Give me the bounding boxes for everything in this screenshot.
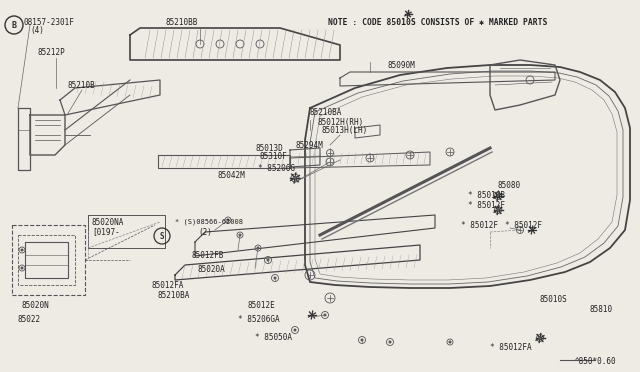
Text: 85010S: 85010S [540, 295, 568, 305]
Text: * 85012F: * 85012F [468, 201, 505, 209]
Text: * 85012FA: * 85012FA [490, 343, 532, 353]
Text: * (S)08566-62008: * (S)08566-62008 [175, 219, 243, 225]
Circle shape [497, 195, 499, 197]
Circle shape [361, 339, 363, 341]
Text: B: B [12, 20, 17, 29]
Text: 85012H(RH): 85012H(RH) [318, 118, 364, 126]
Text: 85020N: 85020N [22, 301, 50, 310]
Text: 85294M: 85294M [296, 141, 324, 150]
Text: 85022: 85022 [18, 315, 41, 324]
Text: 85012FA: 85012FA [152, 280, 184, 289]
Text: * 85206G: * 85206G [258, 164, 295, 173]
Circle shape [239, 234, 241, 236]
Circle shape [227, 219, 229, 221]
Text: 85210B: 85210B [68, 80, 96, 90]
Text: (2): (2) [198, 228, 212, 237]
Text: 85210BA: 85210BA [158, 292, 190, 301]
Text: 85020NA: 85020NA [92, 218, 124, 227]
Text: 85090M: 85090M [388, 61, 416, 70]
Text: 85013H(LH): 85013H(LH) [322, 125, 368, 135]
Text: 85042M: 85042M [218, 170, 246, 180]
Circle shape [324, 314, 326, 316]
Text: * 85050A: * 85050A [255, 334, 292, 343]
Text: 85080: 85080 [498, 180, 521, 189]
Text: S: S [160, 231, 164, 241]
Text: 85210BA: 85210BA [310, 108, 342, 116]
Circle shape [257, 247, 259, 249]
Circle shape [21, 267, 23, 269]
Text: 85210BB: 85210BB [165, 17, 197, 26]
Text: (4): (4) [30, 26, 44, 35]
Text: 85012E: 85012E [248, 301, 276, 310]
Text: ^850*0.60: ^850*0.60 [575, 357, 616, 366]
Text: 85020A: 85020A [198, 266, 226, 275]
Circle shape [294, 177, 296, 179]
Text: 08157-2301F: 08157-2301F [24, 17, 75, 26]
Text: * 85012F: * 85012F [461, 221, 498, 230]
Circle shape [21, 249, 23, 251]
Circle shape [389, 341, 391, 343]
Circle shape [294, 329, 296, 331]
Text: 85212P: 85212P [38, 48, 66, 57]
Text: [0197-: [0197- [92, 228, 120, 237]
Text: * 85012F: * 85012F [505, 221, 542, 230]
Circle shape [268, 259, 269, 261]
Text: 85810: 85810 [590, 305, 613, 314]
Circle shape [449, 341, 451, 343]
Text: 85012FB: 85012FB [192, 250, 225, 260]
Circle shape [540, 337, 541, 339]
Circle shape [497, 209, 499, 211]
Text: 85013D: 85013D [255, 144, 283, 153]
Text: * 85010B: * 85010B [468, 190, 505, 199]
Text: NOTE : CODE 85010S CONSISTS OF ✱ MARKED PARTS: NOTE : CODE 85010S CONSISTS OF ✱ MARKED … [328, 18, 547, 27]
Text: * 85206GA: * 85206GA [238, 315, 280, 324]
Text: 85310F: 85310F [260, 151, 288, 160]
Circle shape [274, 277, 276, 279]
